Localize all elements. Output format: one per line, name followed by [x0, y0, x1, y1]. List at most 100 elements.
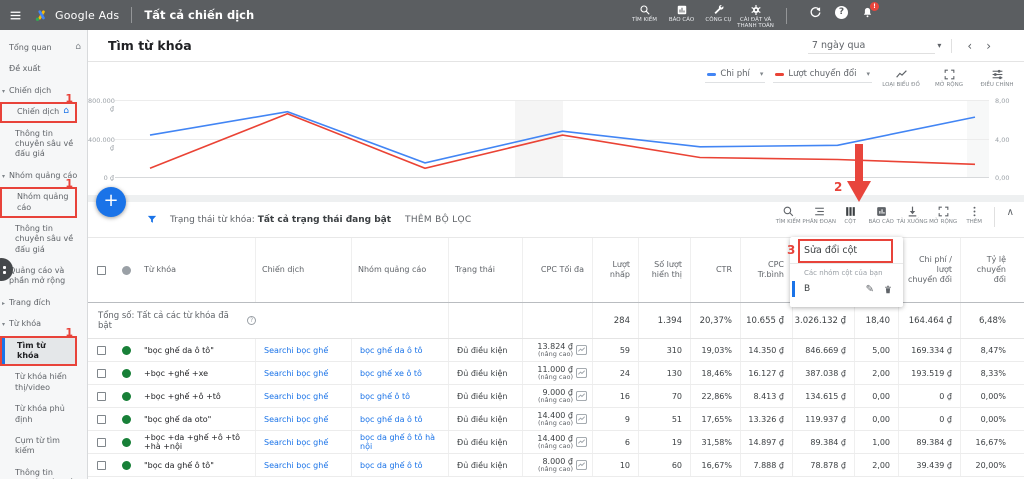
sidebar-item-thong-tin-chuyen-sau-ve-au-gia[interactable]: Thông tin chuyên sâu về đấu giá — [0, 463, 87, 479]
toolbar-more-button[interactable]: THÊM — [959, 205, 990, 225]
checkbox-icon[interactable] — [96, 391, 106, 401]
sidebar-item-nhom-quang-cao[interactable]: ▾ Nhóm quảng cáo — [0, 166, 87, 186]
max-cpc-cell[interactable]: 11.000 ₫ (nâng cao) — [523, 362, 593, 384]
toolbar-expand-button[interactable]: MỞ RỘNG — [928, 205, 959, 225]
date-next-button[interactable]: › — [986, 38, 991, 53]
row-checkbox[interactable] — [88, 408, 114, 430]
checkbox-icon[interactable] — [96, 368, 106, 378]
column-header-ctr[interactable]: CTR — [691, 238, 741, 302]
campaign-link[interactable]: Searchi bọc ghế — [256, 454, 352, 476]
nav-reports-button[interactable]: BÁO CÁO — [663, 4, 700, 30]
adgroup-link[interactable]: bọc da ghế ô tô hà nội — [352, 431, 449, 453]
column-header-cpc-toi-a[interactable]: CPC Tối đa — [523, 238, 593, 302]
google-ads-logo[interactable]: Google Ads — [34, 8, 119, 23]
sidebar-item-cum-tu-tim-kiem[interactable]: Cụm từ tìm kiếm — [0, 431, 87, 462]
chart-expand-button[interactable]: MỞ RỘNG — [930, 67, 968, 88]
date-prev-button[interactable]: ‹ — [967, 38, 973, 53]
max-cpc-cell[interactable]: 14.400 ₫ (nâng cao) — [523, 408, 593, 430]
menu-icon[interactable] — [0, 9, 30, 22]
column-group-item[interactable]: B ✎ — [790, 280, 903, 298]
sidebar-item-tu-khoa-hien-thi-video[interactable]: Từ khóa hiển thị/video — [0, 367, 87, 398]
column-header-chien-dich[interactable]: Chiến dịch — [256, 238, 352, 302]
chart-adjust-button[interactable]: ĐIỀU CHỈNH — [978, 67, 1016, 88]
top-app-bar: Google Ads Tất cả chiến dịch TÌM KIẾM BÁ… — [0, 0, 1024, 30]
toolbar-report-button[interactable]: BÁO CÁO — [866, 205, 897, 225]
max-cpc-cell[interactable]: 14.400 ₫ (nâng cao) — [523, 431, 593, 453]
nav-search-button[interactable]: TÌM KIẾM — [626, 4, 663, 30]
column-header-nhom-quang-cao[interactable]: Nhóm quảng cáo — [352, 238, 449, 302]
legend-item-luot-chuyen-oi[interactable]: Lượt chuyển đổi ▾ — [773, 67, 872, 83]
nav-settings-button[interactable]: CÀI ĐẶT VÀ THANH TOÁN — [737, 4, 774, 30]
campaign-link[interactable]: Searchi bọc ghế — [256, 408, 352, 430]
column-header-trang-thai[interactable]: Trạng thái — [449, 238, 523, 302]
sidebar-item-chien-dich[interactable]: ⌂ Chiến dịch 1 — [0, 92, 77, 123]
checkbox-icon[interactable] — [96, 437, 106, 447]
campaign-link[interactable]: Searchi bọc ghế — [256, 362, 352, 384]
column-header-cpc-tr-binh[interactable]: CPC Tr.bình — [741, 238, 793, 302]
legend-item-chi-phi[interactable]: Chi phí ▾ — [705, 67, 766, 83]
add-keyword-fab[interactable]: + — [96, 187, 126, 217]
column-header-ty-le-chuyen-oi[interactable]: Tỷ lệ chuyển đổi — [976, 255, 1006, 284]
collapse-table-button[interactable]: ∧ — [1006, 207, 1014, 218]
toolbar-download-button[interactable]: TẢI XUỐNG — [897, 205, 928, 225]
trash-icon[interactable] — [883, 284, 893, 295]
sidebar-item-nhom-quang-cao[interactable]: Nhóm quảng cáo 1 — [0, 177, 77, 218]
checkbox-icon[interactable] — [96, 414, 106, 424]
campaign-link[interactable]: Searchi bọc ghế — [256, 385, 352, 407]
date-range-picker[interactable]: 7 ngày qua ▾ ‹ › — [807, 38, 998, 54]
report-icon — [677, 5, 686, 14]
filter-status[interactable]: Trạng thái từ khóa: Tất cả trạng thái đa… — [170, 215, 391, 225]
sidebar-item-tu-khoa[interactable]: ▾ Từ khóa — [0, 314, 87, 334]
checkbox-icon[interactable] — [96, 460, 106, 470]
header-select-all[interactable] — [88, 238, 114, 302]
search-icon — [783, 206, 793, 217]
row-status-dot — [114, 385, 138, 407]
row-checkbox[interactable] — [88, 454, 114, 476]
row-checkbox[interactable] — [88, 431, 114, 453]
adgroup-link[interactable]: bọc ghế da ô tô — [352, 408, 449, 430]
sidebar-item-tim-tu-khoa[interactable]: Tìm từ khóa 1 — [0, 326, 77, 367]
column-header-luot-nhap[interactable]: Lượt nhấp — [593, 238, 639, 302]
adgroup-link[interactable]: bọc ghế da ô tô — [352, 339, 449, 361]
notifications-button[interactable]: ! — [861, 1, 879, 19]
max-cpc-cell[interactable]: 13.824 ₫ (nâng cao) — [523, 339, 593, 361]
checkbox-icon[interactable] — [96, 265, 106, 275]
sidebar-item-e-xuat[interactable]: Đề xuất — [0, 59, 87, 79]
help-button[interactable]: ? — [835, 5, 848, 19]
sidebar-item-tong-quan[interactable]: ⌂ Tổng quan — [0, 38, 87, 58]
row-checkbox[interactable] — [88, 385, 114, 407]
sidebar-item-thong-tin-chuyen-sau-ve-au-gia[interactable]: Thông tin chuyên sâu về đấu giá — [0, 124, 87, 165]
edit-icon[interactable]: ✎ — [865, 283, 874, 295]
chart-type-button[interactable]: LOẠI BIỂU ĐỒ — [882, 67, 920, 88]
max-cpc-cell[interactable]: 9.000 ₫ (nâng cao) — [523, 385, 593, 407]
add-filter-button[interactable]: THÊM BỘ LỌC — [405, 214, 472, 225]
refresh-button[interactable] — [809, 6, 822, 19]
row-checkbox[interactable] — [88, 362, 114, 384]
adgroup-link[interactable]: bọc ghế ô tô — [352, 385, 449, 407]
column-header-chi-phi-luot-chuyen-oi[interactable]: Chi phí / lượt chuyển đổi — [899, 238, 961, 302]
chevron-down-icon: ▾ — [759, 70, 764, 78]
sidebar-item-quang-cao-va-phan-mo-rong[interactable]: ▸Quảng cáo và phần mở rộng — [0, 261, 87, 292]
campaign-link[interactable]: Searchi bọc ghế — [256, 431, 352, 453]
chevron-down-icon[interactable]: ▾ — [937, 41, 942, 50]
sidebar-item-trang-ich[interactable]: ▸ Trang đích — [0, 293, 87, 313]
nav-tools-button[interactable]: CÔNG CỤ — [700, 4, 737, 30]
chat-widget[interactable] — [0, 258, 13, 281]
column-header-so-luot-hien-thi[interactable]: Số lượt hiển thị — [639, 238, 691, 302]
max-cpc-cell[interactable]: 8.000 ₫ (nâng cao) — [523, 454, 593, 476]
toolbar-columns-button[interactable]: CỘT — [835, 205, 866, 225]
date-range-value[interactable]: 7 ngày qua — [807, 38, 936, 54]
toolbar-search-button[interactable]: TÌM KIẾM — [773, 205, 804, 225]
modify-columns-menu-item[interactable]: Sửa đổi cột — [804, 245, 858, 256]
campaign-link[interactable]: Searchi bọc ghế — [256, 339, 352, 361]
toolbar-segment-button[interactable]: PHÂN ĐOẠN — [802, 205, 836, 225]
adgroup-link[interactable]: bọc da ghế ô tô — [352, 454, 449, 476]
checkbox-icon[interactable] — [96, 345, 106, 355]
row-checkbox[interactable] — [88, 339, 114, 361]
sidebar-item-thong-tin-chuyen-sau-ve-au-gia[interactable]: Thông tin chuyên sâu về đấu giá — [0, 219, 87, 260]
adgroup-link[interactable]: bọc ghế xe ô tô — [352, 362, 449, 384]
sidebar-item-tu-khoa-phu-inh[interactable]: Từ khóa phủ định — [0, 399, 87, 430]
sidebar-item-chien-dich[interactable]: ▾ Chiến dịch — [0, 81, 87, 101]
column-header-tu-khoa[interactable]: Từ khóa — [138, 238, 256, 302]
cell-clicks: 10 — [593, 454, 639, 476]
